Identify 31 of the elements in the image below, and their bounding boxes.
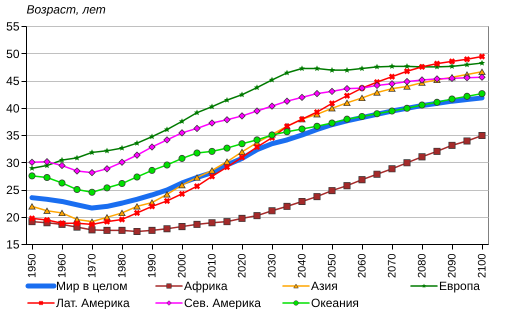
x-tick-label: 2070 — [386, 254, 398, 278]
x-tick-label: 1970 — [86, 254, 98, 278]
legend-label: Азия — [311, 279, 338, 293]
y-tick-label: 50 — [6, 46, 20, 61]
x-tick-label: 1960 — [56, 254, 68, 278]
y-tick-label: 25 — [6, 183, 20, 197]
x-tick-label: 2030 — [266, 254, 278, 278]
legend-label: Океания — [311, 296, 359, 310]
y-tick-label: 30 — [6, 156, 20, 170]
x-tick-label: 1950 — [26, 254, 38, 278]
x-tick-label: 1980 — [116, 254, 128, 278]
x-tick-label: 2020 — [236, 254, 248, 278]
legend-label: Африка — [184, 279, 228, 293]
legend-label: Европа — [439, 279, 480, 293]
y-tick-label: 15 — [6, 238, 20, 252]
x-tick-label: 2080 — [416, 254, 428, 278]
x-tick-label: 2090 — [446, 254, 458, 278]
y-tick-label: 55 — [6, 20, 20, 34]
x-tick-label: 2060 — [356, 254, 368, 278]
y-tick-label: 40 — [6, 101, 20, 116]
y-tick-label: 45 — [6, 74, 20, 88]
y-axis-title: Возраст, лет — [26, 2, 106, 16]
x-tick-label: 1990 — [146, 254, 158, 278]
legend-label: Мир в целом — [56, 279, 128, 293]
x-tick-label: 2100 — [476, 254, 488, 278]
x-tick-label: 2010 — [206, 254, 218, 278]
x-tick-label: 2040 — [296, 254, 308, 278]
x-tick-label: 2000 — [176, 254, 188, 278]
y-tick-label: 35 — [6, 128, 20, 142]
y-tick-label: 20 — [6, 210, 20, 224]
x-tick-label: 2050 — [326, 254, 338, 278]
